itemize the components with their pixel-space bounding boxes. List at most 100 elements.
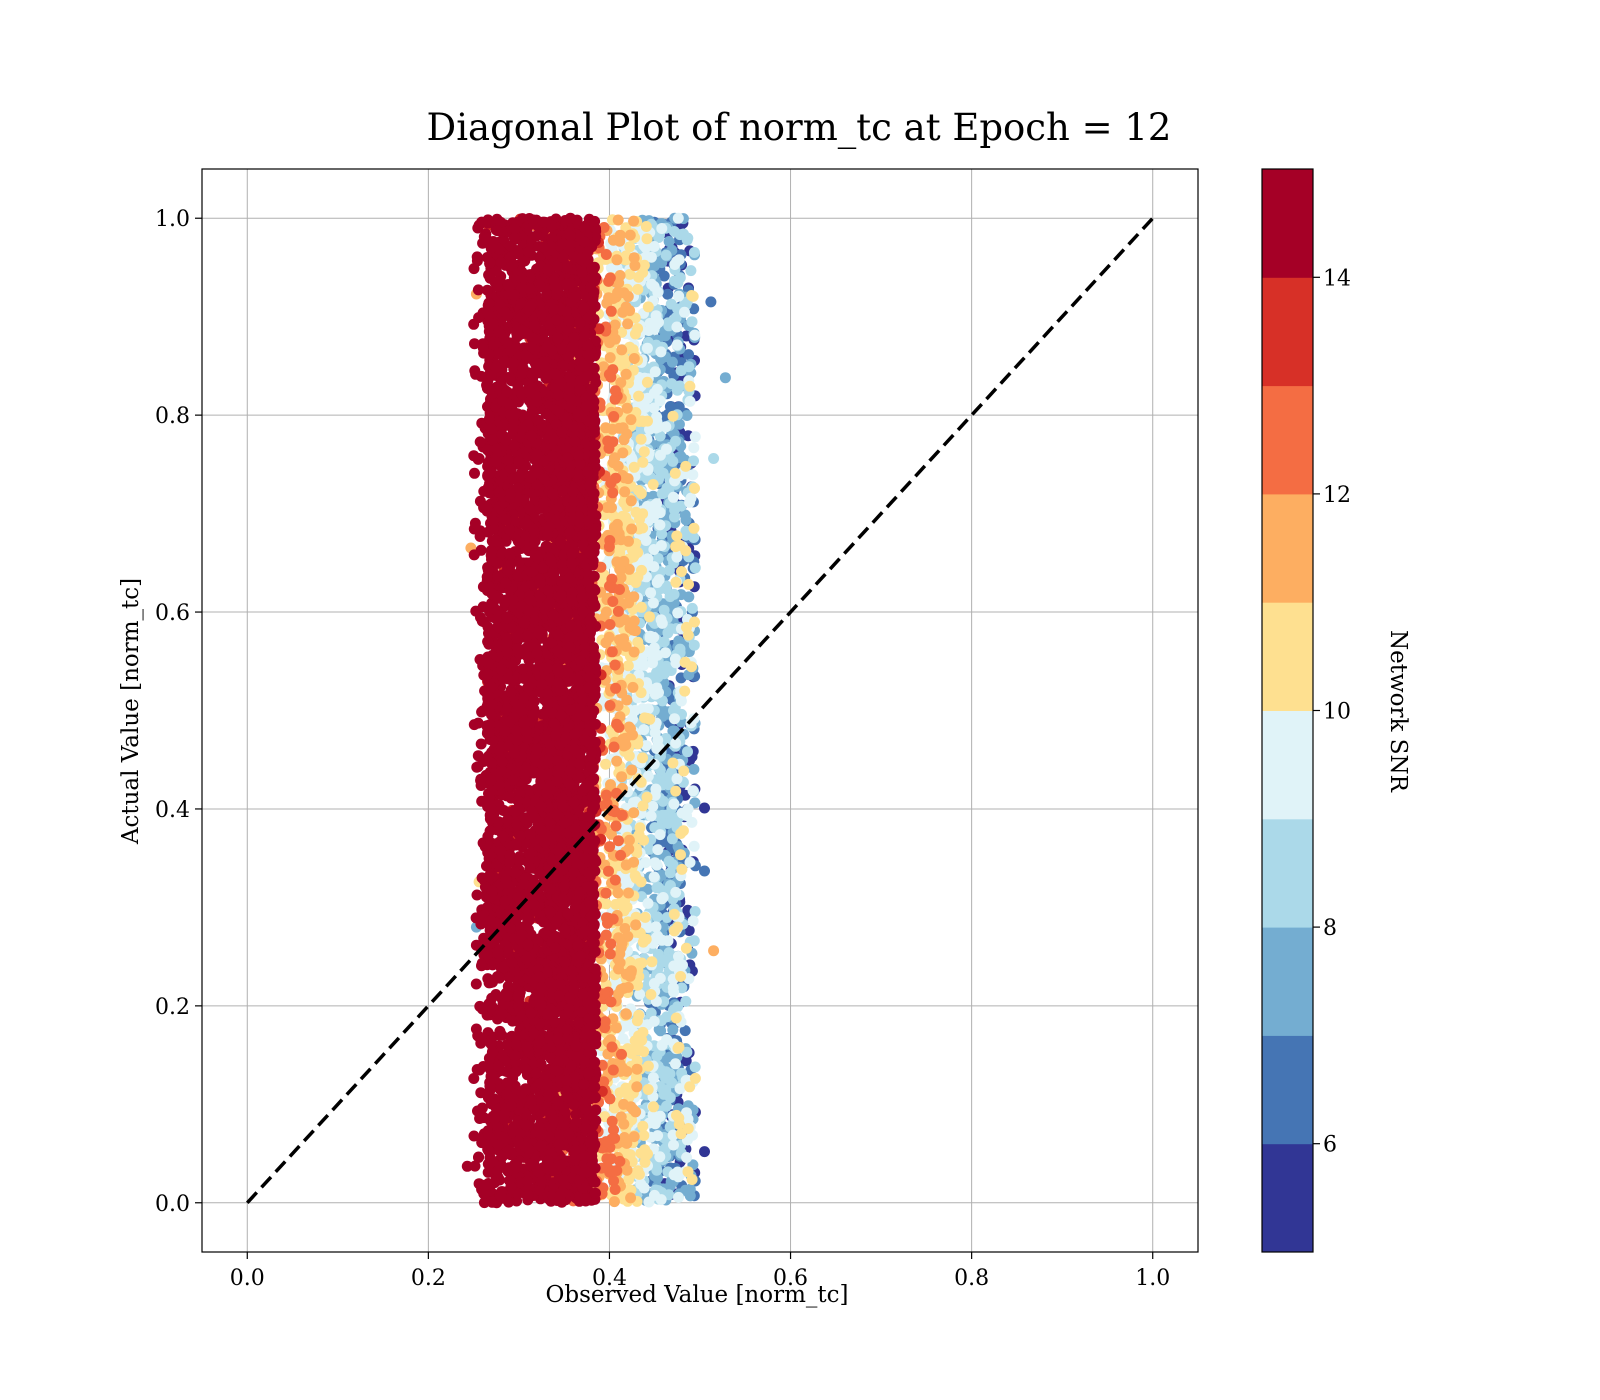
scatter-point [631,1063,643,1075]
scatter-point [660,583,672,595]
scatter-point [681,1152,693,1163]
scatter-point [660,647,671,659]
scatter-point [461,1160,473,1172]
scatter-point [635,1178,647,1190]
scatter-point [611,718,623,730]
scatter-point [628,252,640,264]
scatter-point [689,562,701,574]
scatter-point [719,372,731,384]
scatter-point [679,1025,691,1037]
scatter-point [631,1081,643,1093]
scatter-point [620,1008,632,1020]
scatter-point [686,661,697,673]
scatter-point [645,587,657,599]
scatter-point [623,887,634,899]
scatter-point [660,249,672,261]
scatter-point [656,528,668,540]
scatter-point [630,872,642,884]
scatter-point [685,492,697,504]
scatter-point [615,942,627,953]
scatter-point [669,713,680,725]
scatter-point [637,456,649,468]
scatter-point [642,897,654,909]
scatter-point [689,906,701,917]
scatter-point [686,602,698,614]
scatter-point [688,247,700,258]
scatter-point [669,275,680,287]
scatter-point [680,1055,692,1067]
scatter-point [640,857,651,869]
scatter-point [680,942,692,954]
scatter-point [648,871,660,883]
scatter-point [645,989,657,1000]
scatter-point [651,859,663,871]
scatter-point [603,275,615,287]
scatter-point [644,611,655,623]
scatter-point [654,519,666,531]
scatter-point [668,908,680,920]
scatter-point [688,522,700,534]
scatter-point [611,254,623,266]
scatter-point [662,288,674,300]
scatter-point [649,1189,660,1201]
scatter-point [623,834,635,846]
scatter-point [646,956,658,968]
scatter-point [608,411,620,422]
scatter-point [688,840,700,852]
scatter-point [667,410,679,422]
scatter-point [616,1048,627,1060]
scatter-point [699,865,710,877]
scatter-point [606,1115,618,1127]
scatter-point [638,446,650,458]
scatter-point [660,660,672,672]
scatter-point [609,874,621,886]
scatter-point [603,368,615,380]
scatter-point [614,235,626,247]
scatter-point [600,1136,612,1148]
scatter-point [649,508,661,520]
scatter-point [604,619,616,630]
scatter-point [641,712,653,724]
scatter-point [635,1147,647,1159]
scatter-point [620,859,632,871]
scatter-point [637,800,649,812]
scatter-point [705,296,717,308]
scatter-point [612,605,624,617]
scatter-point [673,254,685,266]
scatter-point [628,550,640,562]
scatter-point [682,746,693,758]
scatter-point [612,460,624,472]
scatter-point [676,566,687,577]
scatter-point [670,785,682,797]
scatter-point [610,682,622,694]
scatter-point [680,460,692,472]
scatter-point [600,249,612,260]
scatter-point [648,631,660,643]
scatter-point [668,1139,679,1151]
plot-area: 0.0 0.2 0.4 0.6 0.8 1.0 0.00.20.40.60.81.0 [155,168,1199,1291]
scatter-point [618,633,630,645]
scatter-point [621,901,633,913]
scatter-point [689,329,701,341]
scatter-point [646,278,658,290]
scatter-point [650,921,662,933]
scatter-point [613,422,625,434]
scatter-point [624,229,636,241]
scatter-point [604,841,616,853]
scatter-point [681,621,692,633]
scatter-point [603,865,614,877]
scatter-point [683,591,695,603]
scatter-point [618,434,630,446]
scatter-point [636,564,647,576]
scatter-point [600,887,612,899]
scatter-point [605,996,617,1008]
scatter-point [638,1130,650,1141]
scatter-point [648,387,660,399]
scatter-point [670,886,682,898]
scatter-point [627,681,639,693]
scatter-point [649,688,661,700]
scatter-point [673,1191,684,1203]
scatter-point [612,214,624,226]
scatter-point [649,1118,661,1130]
